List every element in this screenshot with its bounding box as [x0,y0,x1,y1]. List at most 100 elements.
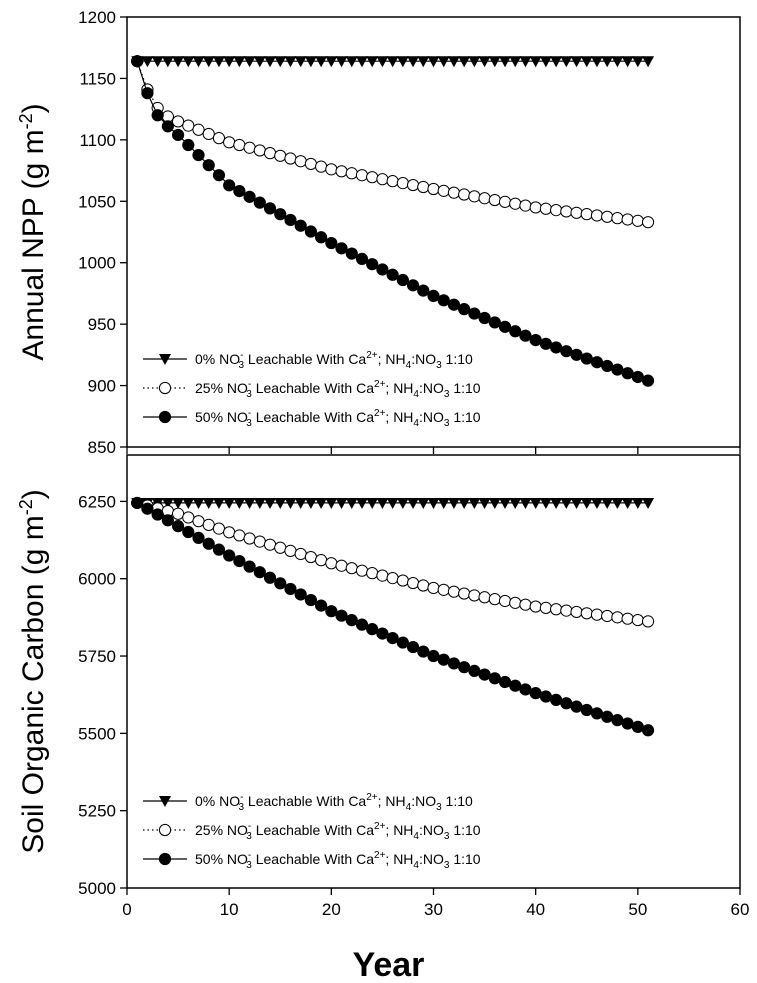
data-point [396,273,409,287]
data-point [478,192,491,205]
data-point [151,109,164,122]
data-point [529,201,542,214]
data-point [437,56,450,68]
y-axis-title-sup: -2 [16,113,36,129]
data-point [304,550,317,564]
legend-text-part: 3 [444,389,450,400]
data-point [509,497,522,509]
data-point [233,56,246,68]
data-point [335,165,348,178]
x-tick-label: 0 [122,900,131,919]
legend-text-part: :NO [419,380,444,396]
data-point [264,56,277,68]
data-point [641,615,655,628]
legend-text-part: 4 [406,360,412,371]
y-tick-label: 1050 [78,192,116,211]
data-point [580,352,593,365]
data-point [560,497,573,509]
data-point [560,697,573,710]
data-point [437,653,450,666]
legend-text-part: ; NH [385,409,413,425]
data-point [223,136,236,149]
data-point [498,320,512,333]
data-point [601,497,614,509]
data-point [529,687,542,700]
data-point [437,497,450,509]
data-point [406,576,420,590]
data-point [233,529,246,542]
data-point [509,596,522,609]
data-point [601,710,614,723]
data-point [478,668,491,681]
legend-text-part: ; NH [385,822,413,838]
data-point [202,159,215,172]
legend-text-part: 1:10 [442,793,473,809]
data-point [641,216,655,229]
legend-text-part: 2+ [374,408,386,419]
data-point [171,128,185,142]
data-point [355,618,369,631]
series-1 [131,496,655,628]
data-point [396,177,409,190]
data-point [161,120,174,133]
data-point [570,56,583,68]
data-point [274,208,287,221]
data-point [243,532,256,545]
data-point [345,56,358,68]
legend-text-part: 0% NO [195,351,240,367]
x-tick-label: 10 [220,900,239,919]
data-point [437,184,450,197]
data-point [202,537,215,550]
data-point [233,138,246,152]
data-point [642,56,655,68]
data-point [529,600,542,613]
data-point [141,56,154,68]
data-point [498,675,512,689]
data-point [560,56,573,68]
y-axis-title-main: Annual NPP (g m [17,129,50,360]
data-point [243,56,256,68]
legend-text-part: ; NH [385,380,413,396]
data-point [223,549,236,562]
legend-text-part: ; NH [378,351,406,367]
data-point [468,190,481,203]
legend-text-part: 1:10 [449,380,480,396]
series-1 [131,55,655,229]
legend-label: 50% NO-3 Leachable With Ca2+; NH4:NO3 1:… [195,850,481,871]
data-point [488,316,501,329]
data-point [212,56,225,68]
data-point [171,507,185,520]
data-point [427,289,440,302]
data-point [345,167,358,180]
legend-entry: 50% NO-3 Leachable With Ca2+; NH4:NO3 1:… [143,850,481,871]
data-point [601,210,614,223]
data-point [274,56,287,68]
data-point [539,690,552,703]
data-point [499,56,512,68]
data-point [304,157,317,171]
data-point [407,56,420,68]
data-point [274,149,287,162]
legend-label: 25% NO-3 Leachable With Ca2+; NH4:NO3 1:… [195,821,481,842]
data-point [182,497,195,509]
data-point [631,497,644,509]
data-point [264,497,277,509]
data-point [468,664,481,677]
data-point [294,588,307,601]
y-tick-label: 900 [88,377,116,396]
data-point [611,714,624,727]
data-point [233,497,246,509]
data-point [345,247,358,260]
data-point [335,609,348,622]
x-tick-label: 40 [526,900,545,919]
data-point [325,163,338,176]
data-point [580,607,593,620]
data-point [386,175,399,188]
data-point [274,541,287,554]
legend-entry: 25% NO-3 Leachable With Ca2+; NH4:NO3 1:… [143,821,481,842]
data-point [151,56,164,68]
data-point [325,557,338,570]
data-point [437,294,450,307]
data-point [580,56,593,68]
